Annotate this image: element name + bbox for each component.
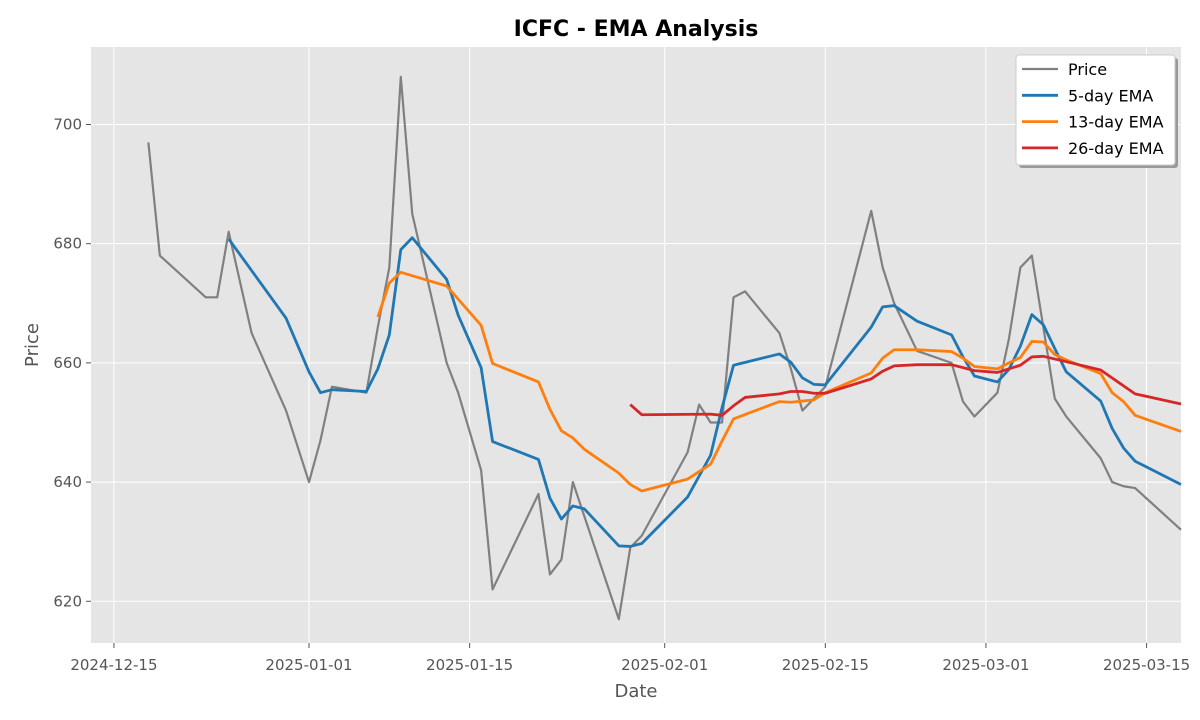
series-line-2 <box>376 270 1182 493</box>
series-line-3 <box>629 354 1182 417</box>
y-tick-label: 620 <box>53 592 82 610</box>
x-tick-label: 2025-02-15 <box>782 656 869 674</box>
x-ticks: 2024-12-15 2025-01-01 2025-01-15 2025-02-01… <box>70 643 1190 674</box>
series-lines <box>147 75 1182 621</box>
x-axis-label: Date <box>614 681 657 702</box>
x-tick-label: 2025-01-15 <box>426 656 513 674</box>
x-tick-label: 2025-03-15 <box>1103 656 1190 674</box>
x-tick-label: 2025-01-01 <box>265 656 352 674</box>
legend: Price 5-day EMA 13-day EMA 26-day EMA <box>1015 54 1178 168</box>
grid <box>91 47 1181 643</box>
y-tick-label: 640 <box>53 473 82 491</box>
legend-label: Price <box>1068 60 1107 79</box>
y-tick-label: 660 <box>53 354 82 372</box>
x-tick-label: 2025-02-01 <box>621 656 708 674</box>
legend-label: 13-day EMA <box>1068 113 1164 132</box>
y-ticks: 620 640 660 680 700 <box>53 115 91 610</box>
x-tick-label: 2025-03-01 <box>942 656 1029 674</box>
y-tick-label: 680 <box>53 235 82 253</box>
series-line-0 <box>147 75 1182 621</box>
legend-box <box>1015 54 1176 166</box>
y-tick-label: 700 <box>53 115 82 133</box>
series-line-1 <box>227 236 1182 548</box>
chart-title: ICFC - EMA Analysis <box>514 17 759 42</box>
x-tick-label: 2024-12-15 <box>70 656 157 674</box>
y-axis-label: Price <box>22 323 43 367</box>
legend-label: 5-day EMA <box>1068 86 1153 105</box>
legend-label: 26-day EMA <box>1068 139 1164 158</box>
